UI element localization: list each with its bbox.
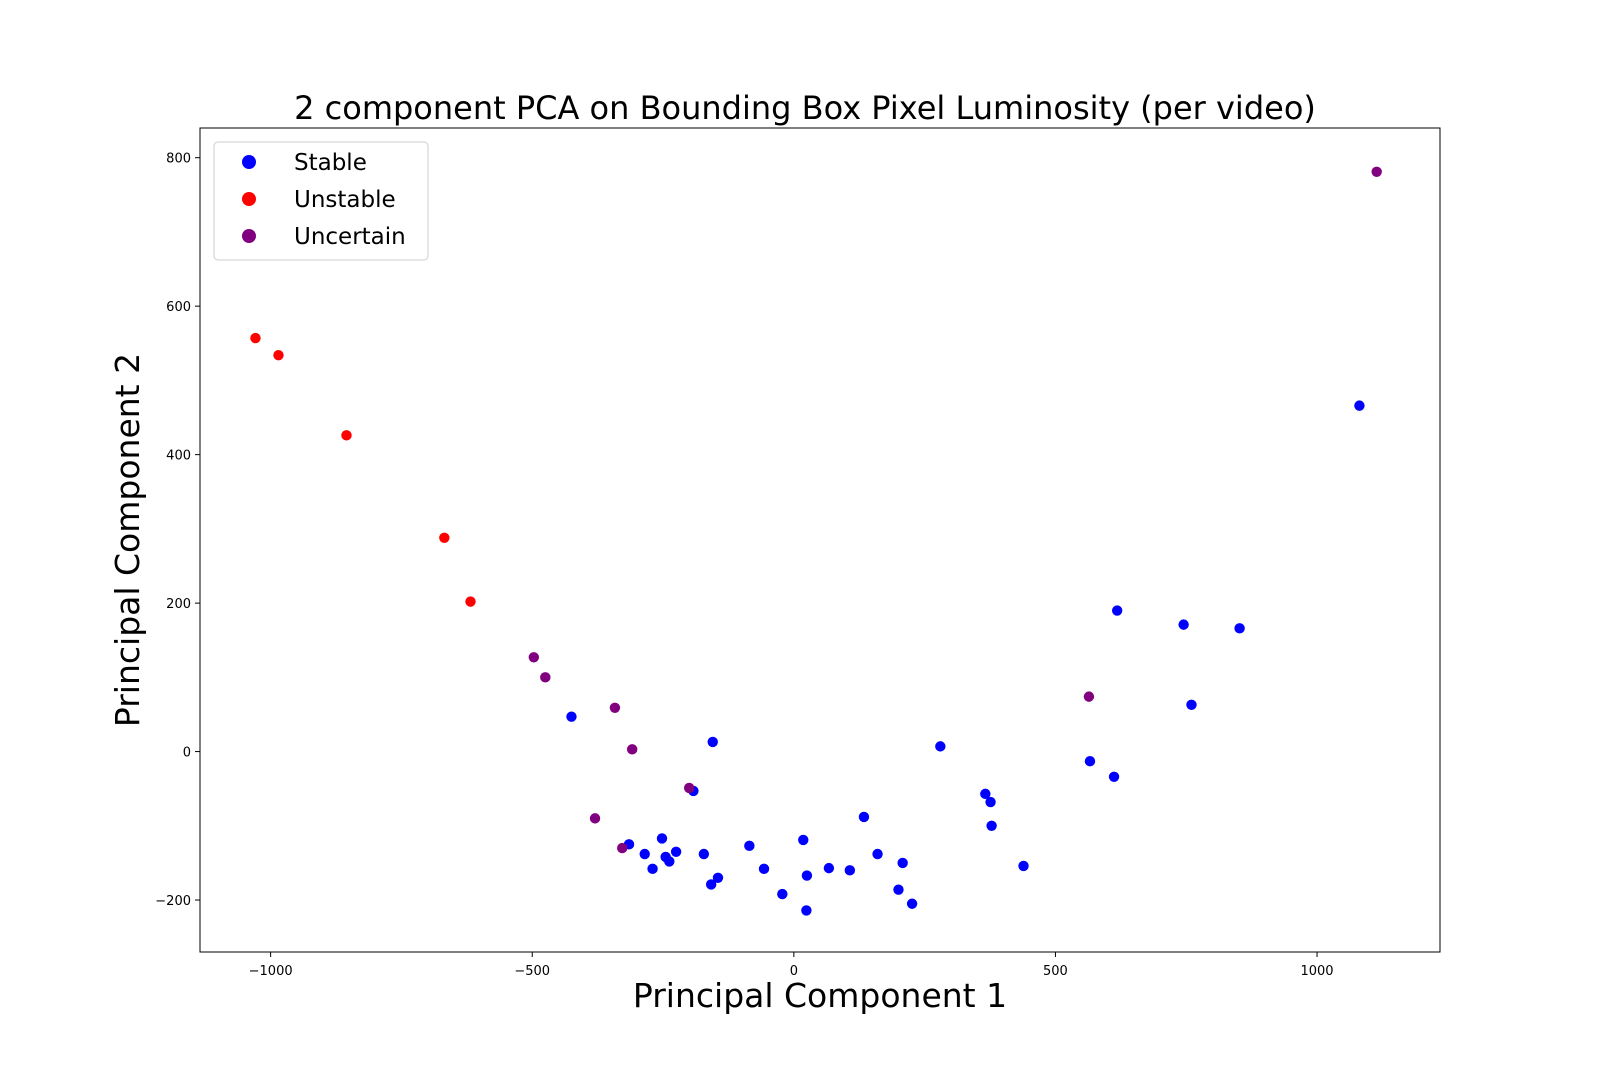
stable-point [801,870,813,881]
unstable-legend-marker [242,192,256,206]
stable-point [566,711,577,722]
stable-legend-marker [242,155,256,169]
stable-point [664,856,675,867]
y-tick-label: 800 [166,152,191,167]
uncertain-point [1371,166,1382,177]
uncertain-point [609,702,621,713]
stable-point [986,820,997,832]
stable-point [1111,605,1123,616]
chart-title: 2 component PCA on Bounding Box Pixel Lu… [294,89,1316,127]
stable-point [777,888,788,900]
stable-point [1084,756,1096,767]
legend-box [213,141,429,261]
uncertain-point [540,672,551,683]
stable-point [639,848,650,860]
stable-point [744,840,755,852]
x-tick-label: −1000 [249,964,293,979]
x-axis-ticks: −1000 −500 0 500 1000 [249,952,1334,979]
uncertain-point [626,744,638,755]
y-axis-label: Principal Component 2 [108,353,147,727]
stable-point [758,863,770,875]
stable-point [1178,619,1189,630]
stable-point [712,872,724,883]
uncertain-point [589,813,601,824]
uncertain-legend-label: Uncertain [294,224,406,250]
uncertain-point [683,782,695,794]
plot-area [199,127,1441,953]
stable-point [893,884,904,895]
stable-point [1186,699,1197,710]
uncertain-legend-marker [242,229,256,243]
x-tick-label: 500 [1043,964,1068,979]
stable-point [872,848,883,860]
stable-point [985,796,996,808]
uncertain-point [617,842,628,854]
y-tick-label: 600 [166,300,191,315]
x-axis-label: Principal Component 1 [633,976,1007,1015]
stable-point [935,741,946,752]
stable-point [670,846,682,857]
stable-point [906,898,918,909]
stable-point [1018,860,1029,872]
stable-point [897,857,908,869]
y-axis-ticks: −200 0 200 400 600 800 [155,152,200,909]
unstable-point [273,349,284,361]
uncertain-point [528,652,540,663]
unstable-point [341,430,352,441]
stable-point [707,736,718,748]
stable-point [980,788,991,800]
stable-point [801,905,812,916]
y-tick-label: 200 [166,597,191,612]
legend: Stable Unstable Uncertain [213,141,429,261]
stable-point [1234,623,1245,634]
unstable-point [439,532,450,543]
x-tick-label: 1000 [1300,964,1333,979]
y-tick-label: 400 [166,449,191,464]
unstable-point [465,596,476,607]
stable-point [844,865,856,876]
stable-point [1354,400,1365,411]
stable-point [1108,771,1120,783]
stable-point [647,863,658,875]
data-points [250,166,1382,916]
stable-legend-label: Stable [294,150,367,176]
y-tick-label: −200 [155,894,191,909]
unstable-point [250,332,261,344]
stable-point [823,862,835,874]
x-tick-label: 0 [790,964,798,979]
stable-point [705,879,717,890]
stable-point [858,811,870,823]
stable-point [698,848,710,860]
y-tick-label: 0 [183,746,191,761]
uncertain-point [1083,691,1095,702]
x-tick-label: −500 [514,964,550,979]
unstable-legend-label: Unstable [294,187,396,213]
stable-point [656,833,668,844]
stable-point [798,834,809,846]
